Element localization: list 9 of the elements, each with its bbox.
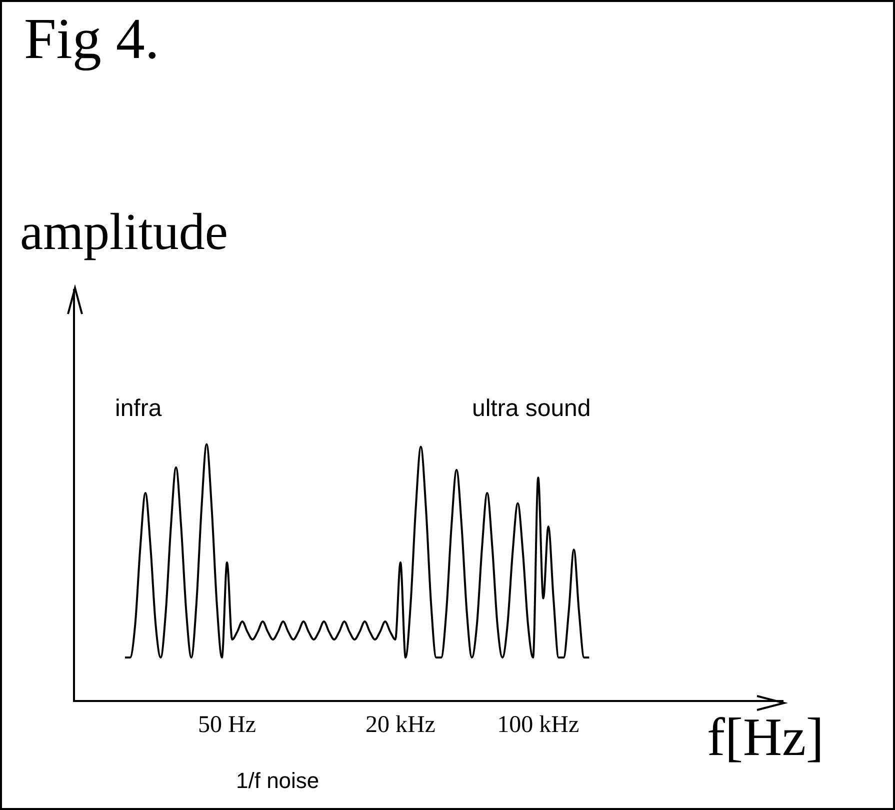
x-tick-label: 20 kHz [365, 712, 436, 738]
chart-title: Fig 4. [24, 6, 160, 71]
y-axis-title: amplitude [20, 204, 228, 261]
x-axis-title: f[Hz] [707, 707, 824, 767]
x-tick-label: 50 Hz [198, 712, 256, 738]
text: ultra sound [472, 395, 591, 422]
text: infra [115, 395, 162, 422]
x-tick-label: 100 kHz [497, 712, 580, 738]
text: 1/f noise [236, 768, 320, 793]
